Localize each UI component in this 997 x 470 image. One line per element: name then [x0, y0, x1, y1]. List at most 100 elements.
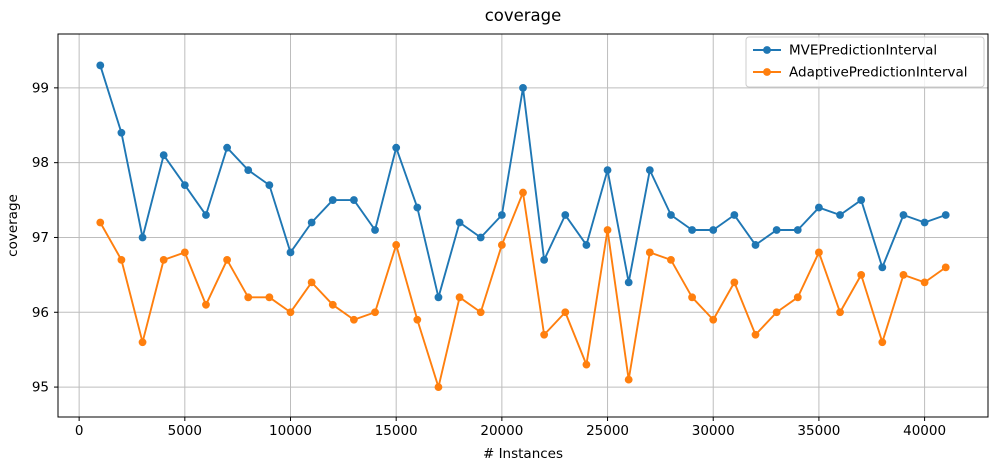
- data-point[interactable]: [413, 203, 422, 212]
- data-point[interactable]: [286, 308, 295, 317]
- x-tick-label: 0: [75, 423, 84, 439]
- data-point[interactable]: [730, 211, 739, 219]
- data-point[interactable]: [223, 143, 231, 152]
- data-point[interactable]: [941, 263, 950, 272]
- data-point[interactable]: [328, 196, 337, 204]
- data-point[interactable]: [857, 270, 866, 279]
- data-point[interactable]: [350, 196, 358, 204]
- data-point[interactable]: [434, 293, 443, 302]
- data-point[interactable]: [836, 211, 844, 219]
- x-tick-label: 35000: [797, 423, 840, 439]
- data-point[interactable]: [244, 293, 253, 302]
- data-point[interactable]: [899, 270, 908, 279]
- legend-item-mve[interactable]: MVEPredictionInterval: [753, 43, 937, 59]
- data-point[interactable]: [455, 218, 464, 227]
- data-point[interactable]: [371, 308, 379, 317]
- data-point[interactable]: [476, 233, 485, 242]
- data-point[interactable]: [878, 263, 887, 272]
- legend-label-mve: MVEPredictionInterval: [789, 43, 937, 59]
- data-point[interactable]: [138, 338, 147, 347]
- data-point[interactable]: [497, 211, 506, 219]
- legend-box: [745, 36, 985, 88]
- data-point[interactable]: [751, 241, 760, 249]
- data-point[interactable]: [624, 278, 633, 287]
- x-tick-label: 5000: [168, 423, 202, 439]
- legend-marker-mve-icon: [763, 46, 771, 54]
- data-point[interactable]: [878, 338, 887, 347]
- data-point[interactable]: [392, 241, 401, 249]
- data-point[interactable]: [582, 241, 591, 249]
- data-point[interactable]: [836, 308, 844, 317]
- legend-item-adaptive[interactable]: AdaptivePredictionInterval: [753, 65, 968, 81]
- data-point[interactable]: [603, 166, 612, 175]
- data-point[interactable]: [117, 256, 126, 264]
- data-point[interactable]: [455, 293, 464, 302]
- data-point[interactable]: [899, 211, 908, 219]
- y-tick-label: 95: [32, 380, 49, 396]
- data-point[interactable]: [793, 226, 802, 234]
- data-point[interactable]: [751, 330, 760, 339]
- data-point[interactable]: [815, 248, 823, 257]
- chart-title: coverage: [485, 6, 562, 25]
- data-point[interactable]: [519, 188, 527, 197]
- data-point[interactable]: [96, 61, 105, 70]
- data-point[interactable]: [920, 218, 929, 227]
- data-point[interactable]: [667, 256, 675, 264]
- data-point[interactable]: [202, 211, 210, 219]
- data-series-layer: [96, 61, 950, 391]
- x-tick-label: 40000: [903, 423, 946, 439]
- data-point[interactable]: [392, 143, 401, 152]
- data-point[interactable]: [709, 226, 718, 234]
- data-point[interactable]: [857, 196, 866, 204]
- data-point[interactable]: [434, 383, 443, 391]
- data-point[interactable]: [815, 203, 823, 212]
- data-point[interactable]: [772, 308, 781, 317]
- x-tick-label: 15000: [375, 423, 418, 439]
- data-point[interactable]: [159, 256, 168, 264]
- data-point[interactable]: [307, 218, 316, 227]
- data-point[interactable]: [540, 256, 549, 264]
- x-tick-label: 10000: [269, 423, 312, 439]
- data-point[interactable]: [223, 256, 231, 264]
- data-point[interactable]: [688, 226, 696, 234]
- data-point[interactable]: [603, 226, 612, 234]
- data-point[interactable]: [540, 330, 549, 339]
- data-point[interactable]: [476, 308, 485, 317]
- y-tick-label: 96: [32, 305, 49, 321]
- data-point[interactable]: [688, 293, 696, 302]
- data-point[interactable]: [730, 278, 739, 287]
- data-point[interactable]: [561, 211, 570, 219]
- data-point[interactable]: [645, 166, 654, 175]
- data-point[interactable]: [138, 233, 147, 242]
- data-point[interactable]: [371, 226, 379, 234]
- data-point[interactable]: [180, 181, 189, 190]
- data-point[interactable]: [202, 300, 210, 309]
- data-point[interactable]: [265, 293, 274, 302]
- data-point[interactable]: [117, 128, 126, 137]
- data-point[interactable]: [244, 166, 253, 175]
- data-point[interactable]: [772, 226, 781, 234]
- data-point[interactable]: [920, 278, 929, 287]
- data-point[interactable]: [561, 308, 570, 317]
- data-point[interactable]: [582, 360, 591, 369]
- data-point[interactable]: [307, 278, 316, 287]
- data-point[interactable]: [350, 315, 358, 324]
- data-point[interactable]: [96, 218, 105, 227]
- data-point[interactable]: [645, 248, 654, 257]
- data-point[interactable]: [497, 241, 506, 249]
- data-point[interactable]: [180, 248, 189, 257]
- data-point[interactable]: [413, 315, 422, 324]
- data-point[interactable]: [159, 151, 168, 160]
- legend-label-adaptive: AdaptivePredictionInterval: [789, 65, 968, 81]
- data-point[interactable]: [624, 375, 633, 384]
- data-point[interactable]: [667, 211, 675, 219]
- data-point[interactable]: [286, 248, 295, 257]
- data-point[interactable]: [941, 211, 950, 219]
- data-point[interactable]: [709, 315, 718, 324]
- data-point[interactable]: [265, 181, 274, 190]
- data-point[interactable]: [328, 300, 337, 309]
- data-point[interactable]: [793, 293, 802, 302]
- data-point[interactable]: [519, 83, 527, 92]
- x-tick-label: 30000: [692, 423, 735, 439]
